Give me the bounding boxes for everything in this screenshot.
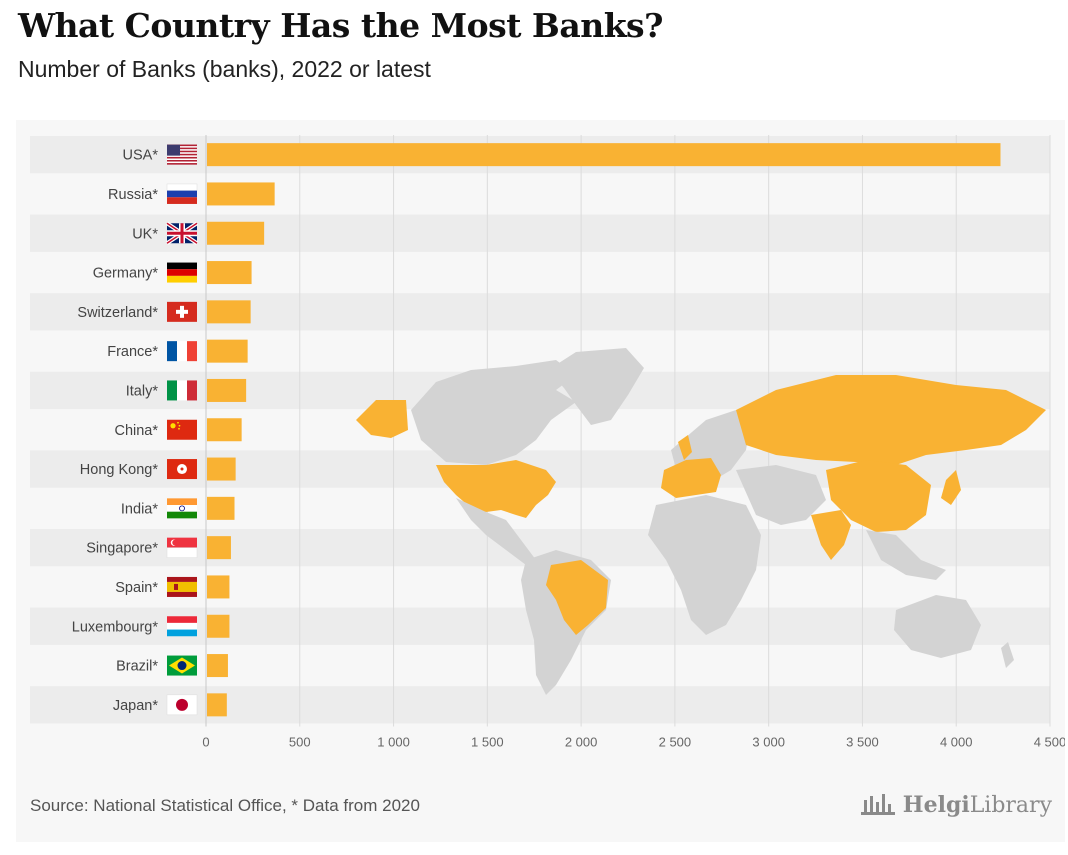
- x-tick-label: 2 500: [659, 735, 692, 750]
- map-middle-east: [736, 465, 826, 525]
- category-label: China*: [114, 423, 158, 439]
- bar: [207, 614, 230, 638]
- category-label: UK*: [132, 226, 158, 242]
- category-label: Russia*: [108, 187, 158, 203]
- bar: [207, 182, 275, 206]
- x-tick-label: 1 500: [471, 735, 504, 750]
- chart-subtitle: Number of Banks (banks), 2022 or latest: [18, 56, 431, 82]
- x-tick-label: 4 500: [1034, 735, 1065, 750]
- bank-building-icon: [860, 794, 895, 815]
- category-label: USA*: [123, 148, 159, 164]
- category-label: Spain*: [115, 580, 158, 596]
- map-canada: [411, 360, 576, 465]
- bar: [207, 457, 236, 481]
- bar: [207, 575, 230, 599]
- category-label: Luxembourg*: [72, 619, 159, 635]
- x-tick-label: 2 000: [565, 735, 598, 750]
- category-label: Singapore*: [86, 541, 158, 557]
- uk-flag-icon: [165, 221, 199, 245]
- map-alaska: [356, 400, 408, 438]
- category-label: Brazil*: [116, 659, 158, 675]
- map-russia: [736, 375, 1046, 465]
- hongkong-flag-icon: [167, 459, 197, 480]
- bar: [207, 221, 265, 245]
- chart-title: What Country Has the Most Banks?: [18, 6, 663, 45]
- category-label: Italy*: [126, 383, 159, 399]
- x-tick-label: 1 000: [377, 735, 410, 750]
- us-flag-icon: [167, 144, 197, 165]
- switzerland-flag-icon: [167, 301, 197, 322]
- map-southeast-asia: [866, 530, 946, 580]
- singapore-flag-icon: [166, 537, 198, 558]
- category-label: Germany*: [93, 266, 159, 282]
- japan-flag-icon: [166, 694, 198, 716]
- category-label: Japan*: [113, 698, 159, 714]
- italy-flag-icon: [167, 380, 197, 401]
- france-flag-icon: [167, 341, 197, 362]
- x-tick-label: 3 500: [846, 735, 879, 750]
- chart-panel: USA* Russia* UK* Germany* Switzerland* France…: [16, 120, 1065, 842]
- source-note: Source: National Statistical Office, * D…: [30, 796, 420, 815]
- category-label: Switzerland*: [77, 305, 158, 321]
- bar-chart: USA* Russia* UK* Germany* Switzerland* France…: [30, 135, 1065, 750]
- map-japan: [941, 470, 961, 505]
- germany-flag-icon: [167, 262, 197, 283]
- map-western-europe: [661, 458, 721, 498]
- x-tick-label: 3 000: [752, 735, 785, 750]
- china-flag-icon: [167, 419, 197, 440]
- map-mexico: [456, 498, 536, 565]
- bar: [207, 536, 231, 560]
- brand-part2: Library: [969, 793, 1052, 818]
- luxembourg-flag-icon: [167, 616, 197, 637]
- bar: [207, 339, 248, 363]
- category-label: France*: [107, 344, 158, 360]
- bar: [207, 693, 227, 717]
- map-uk: [678, 435, 692, 460]
- brazil-flag-icon: [167, 655, 197, 676]
- row-band: [30, 686, 1050, 724]
- bar: [207, 418, 242, 442]
- map-india: [811, 510, 851, 560]
- bar: [207, 261, 252, 285]
- map-australia: [894, 595, 981, 658]
- bar: [207, 654, 228, 678]
- row-band: [30, 214, 1050, 252]
- map-usa: [436, 460, 556, 518]
- bar: [207, 300, 251, 324]
- x-tick-label: 500: [289, 735, 311, 750]
- map-new-zealand: [1001, 642, 1014, 668]
- brand-logo: HelgiLibrary: [859, 792, 1052, 818]
- india-flag-icon: [167, 498, 197, 519]
- map-africa: [648, 495, 761, 635]
- category-label: India*: [121, 501, 158, 517]
- brand-part1: Helgi: [902, 792, 970, 818]
- row-band: [30, 293, 1050, 331]
- map-china: [826, 460, 931, 532]
- map-brazil: [546, 560, 608, 635]
- map-greenland: [548, 348, 644, 425]
- bar: [207, 378, 247, 402]
- spain-flag-icon: [167, 576, 197, 597]
- x-tick-label: 0: [202, 735, 209, 750]
- x-tick-label: 4 000: [940, 735, 973, 750]
- bar: [207, 496, 235, 520]
- world-map: [356, 348, 1046, 695]
- russia-flag-icon: [166, 183, 198, 204]
- bar: [207, 143, 1001, 167]
- category-label: Hong Kong*: [80, 462, 159, 478]
